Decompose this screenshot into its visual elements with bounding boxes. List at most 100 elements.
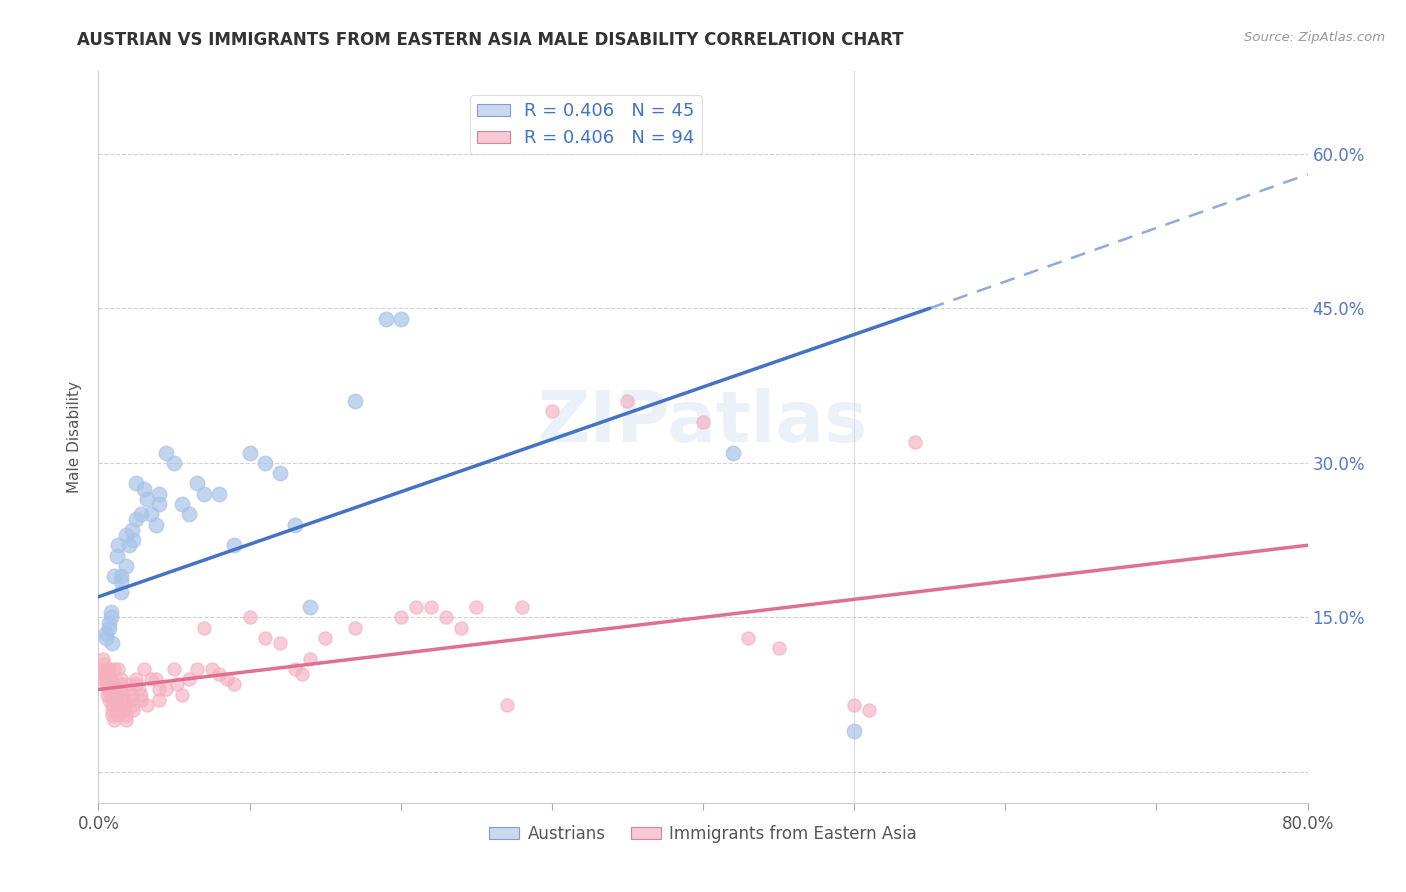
- Point: [93, 657, 115, 671]
- Point: [239, 445, 262, 459]
- Point: [93, 667, 115, 681]
- Point: [224, 677, 246, 691]
- Point: [299, 651, 322, 665]
- Point: [148, 693, 170, 707]
- Point: [101, 693, 124, 707]
- Point: [844, 698, 866, 712]
- Point: [291, 667, 314, 681]
- Point: [114, 708, 136, 723]
- Point: [844, 723, 866, 738]
- Point: [98, 682, 121, 697]
- Point: [148, 682, 170, 697]
- Point: [118, 677, 141, 691]
- Point: [103, 662, 125, 676]
- Point: [94, 667, 117, 681]
- Point: [148, 487, 170, 501]
- Point: [253, 456, 276, 470]
- Point: [110, 584, 132, 599]
- Point: [193, 621, 215, 635]
- Point: [100, 605, 122, 619]
- Point: [186, 662, 208, 676]
- Text: ZIPatlas: ZIPatlas: [538, 388, 868, 457]
- Point: [450, 621, 472, 635]
- Point: [465, 600, 488, 615]
- Point: [105, 698, 128, 712]
- Point: [692, 415, 714, 429]
- Point: [118, 538, 141, 552]
- Point: [94, 625, 117, 640]
- Point: [110, 672, 132, 686]
- Point: [141, 508, 163, 522]
- Point: [389, 311, 412, 326]
- Point: [107, 703, 129, 717]
- Point: [105, 688, 128, 702]
- Point: [208, 487, 231, 501]
- Point: [94, 672, 117, 686]
- Point: [94, 631, 117, 645]
- Point: [100, 682, 122, 697]
- Point: [858, 703, 880, 717]
- Point: [105, 549, 128, 563]
- Point: [132, 482, 155, 496]
- Point: [170, 497, 193, 511]
- Point: [107, 662, 129, 676]
- Point: [723, 445, 745, 459]
- Point: [224, 538, 246, 552]
- Text: Source: ZipAtlas.com: Source: ZipAtlas.com: [1244, 31, 1385, 45]
- Point: [186, 476, 208, 491]
- Point: [96, 682, 118, 697]
- Point: [100, 677, 122, 691]
- Point: [253, 631, 276, 645]
- Point: [434, 610, 457, 624]
- Point: [103, 677, 125, 691]
- Point: [118, 682, 141, 697]
- Point: [495, 698, 517, 712]
- Point: [110, 569, 132, 583]
- Point: [110, 682, 132, 697]
- Point: [135, 698, 157, 712]
- Point: [121, 693, 143, 707]
- Point: [170, 688, 193, 702]
- Point: [904, 435, 927, 450]
- Point: [145, 517, 167, 532]
- Point: [540, 404, 562, 418]
- Point: [284, 662, 307, 676]
- Point: [129, 688, 152, 702]
- Point: [141, 672, 163, 686]
- Point: [129, 693, 152, 707]
- Point: [114, 558, 136, 573]
- Point: [112, 698, 135, 712]
- Point: [193, 487, 215, 501]
- Point: [125, 677, 148, 691]
- Point: [96, 688, 118, 702]
- Point: [344, 394, 367, 409]
- Point: [100, 610, 122, 624]
- Point: [208, 667, 231, 681]
- Point: [100, 672, 122, 686]
- Point: [112, 703, 135, 717]
- Point: [122, 698, 145, 712]
- Point: [129, 508, 152, 522]
- Point: [107, 708, 129, 723]
- Point: [101, 708, 124, 723]
- Point: [101, 698, 124, 712]
- Point: [239, 610, 262, 624]
- Point: [111, 688, 134, 702]
- Point: [101, 688, 124, 702]
- Point: [344, 621, 367, 635]
- Point: [110, 574, 132, 589]
- Point: [374, 311, 396, 326]
- Point: [737, 631, 759, 645]
- Point: [121, 523, 143, 537]
- Point: [389, 610, 412, 624]
- Point: [103, 714, 125, 728]
- Point: [125, 672, 148, 686]
- Point: [179, 508, 201, 522]
- Point: [98, 662, 121, 676]
- Point: [91, 672, 114, 686]
- Point: [405, 600, 427, 615]
- Legend: Austrians, Immigrants from Eastern Asia: Austrians, Immigrants from Eastern Asia: [482, 818, 924, 849]
- Point: [132, 662, 155, 676]
- Point: [166, 677, 188, 691]
- Point: [96, 662, 118, 676]
